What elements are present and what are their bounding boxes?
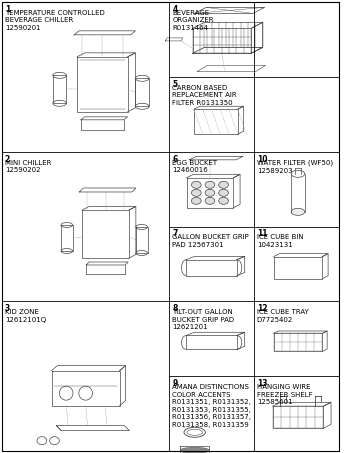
Text: TILT-OUT GALLON
BUCKET GRIP PAD
12621201: TILT-OUT GALLON BUCKET GRIP PAD 12621201 [172,309,234,330]
Ellipse shape [205,198,215,204]
Text: 2: 2 [5,154,10,164]
Ellipse shape [205,181,215,188]
Ellipse shape [191,198,201,204]
Text: TEMPERATURE CONTROLLED
BEVERAGE CHILLER
12590201: TEMPERATURE CONTROLLED BEVERAGE CHILLER … [5,10,105,31]
Ellipse shape [291,208,305,215]
Text: AMANA DISTINCTIONS
COLOR ACCENTS
R0131351, R0131352,
R0131353, R0131355,
R013135: AMANA DISTINCTIONS COLOR ACCENTS R013135… [172,384,251,428]
Ellipse shape [219,189,229,196]
Text: 13: 13 [257,379,267,388]
Ellipse shape [191,181,201,188]
Text: EGG BUCKET
12460016: EGG BUCKET 12460016 [172,159,217,173]
Ellipse shape [205,189,215,196]
Text: 10: 10 [257,154,267,164]
Text: GALLON BUCKET GRIP
PAD 12567301: GALLON BUCKET GRIP PAD 12567301 [172,235,249,248]
Text: 3: 3 [5,304,10,313]
Text: KID ZONE
12612101Q: KID ZONE 12612101Q [5,309,46,323]
Text: 11: 11 [257,230,267,238]
Ellipse shape [219,181,229,188]
Text: 6: 6 [172,154,177,164]
Text: 5: 5 [172,80,177,89]
Text: 1: 1 [5,5,10,14]
Text: 9: 9 [172,379,177,388]
Text: 12: 12 [257,304,267,313]
Text: ICE CUBE BIN
10423131: ICE CUBE BIN 10423131 [257,235,303,248]
Text: 4: 4 [172,5,177,14]
Text: 7: 7 [172,230,177,238]
Text: CARBON BASED
REPLACEMENT AIR
FILTER R0131350: CARBON BASED REPLACEMENT AIR FILTER R013… [172,85,237,106]
Text: ICE CUBE TRAY
D7725402: ICE CUBE TRAY D7725402 [257,309,309,323]
Ellipse shape [180,447,209,453]
Text: BEVERAGE
ORGANIZER
R0131464: BEVERAGE ORGANIZER R0131464 [172,10,214,31]
Text: MINI CHILLER
12590202: MINI CHILLER 12590202 [5,159,51,173]
Text: WATER FILTER (WF50)
12589203: WATER FILTER (WF50) 12589203 [257,159,333,173]
Text: HANGING WIRE
FREEZER SHELF
12585601: HANGING WIRE FREEZER SHELF 12585601 [257,384,313,405]
Text: 8: 8 [172,304,177,313]
Ellipse shape [191,189,201,196]
Ellipse shape [219,198,229,204]
